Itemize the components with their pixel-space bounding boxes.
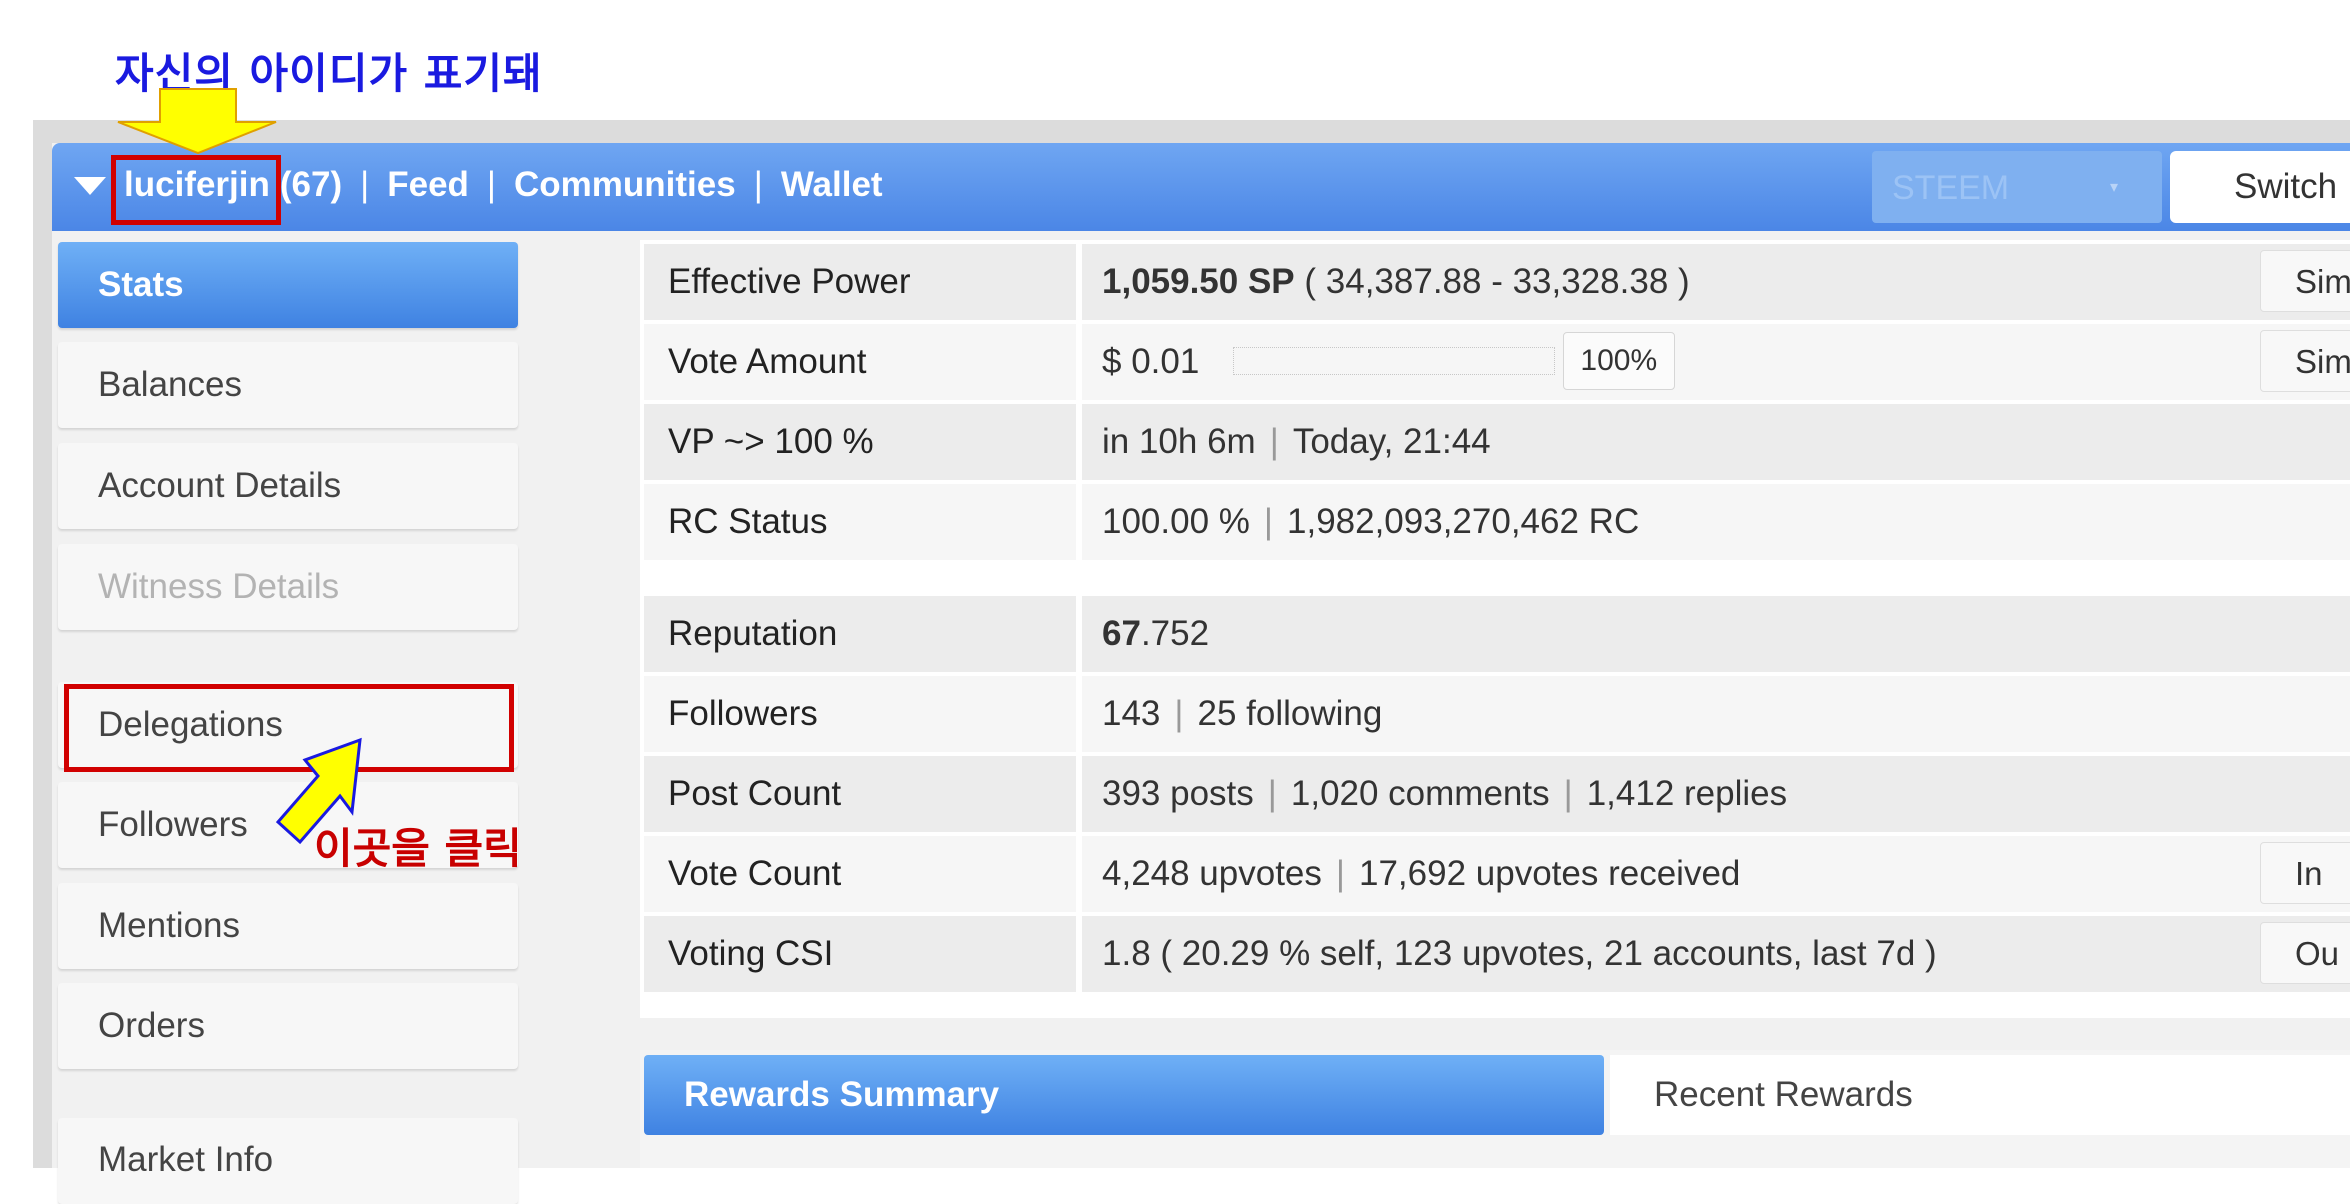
row-rc-status: RC Status 100.00 % | 1,982,093,270,462 RC xyxy=(640,484,2350,564)
reputation-frac: .752 xyxy=(1140,614,1210,653)
pipe-separator: | xyxy=(1563,774,1573,813)
pipe-separator: | xyxy=(1263,502,1273,541)
outgoing-votes-button[interactable]: Ou xyxy=(2260,922,2350,984)
row-value: 100.00 % | 1,982,093,270,462 RC xyxy=(1082,484,2350,560)
row-value: 67.752 xyxy=(1082,596,2350,672)
row-label: VP ~> 100 % xyxy=(644,404,1076,480)
row-label: Vote Count xyxy=(644,836,1076,912)
sidebar-item-balances[interactable]: Balances xyxy=(58,342,518,428)
sidebar-item-mentions[interactable]: Mentions xyxy=(58,883,518,969)
row-label: Voting CSI xyxy=(644,916,1076,992)
sidebar-item-orders[interactable]: Orders xyxy=(58,983,518,1069)
pointer-arrow-icon xyxy=(275,737,362,845)
caret-down-icon[interactable] xyxy=(74,177,106,195)
incoming-votes-button[interactable]: In xyxy=(2260,842,2350,904)
reputation-score: (67) xyxy=(279,165,343,204)
row-value: 1.8 ( 20.29 % self, 123 upvotes, 21 acco… xyxy=(1082,916,2350,992)
rewards-tabs: Rewards Summary Recent Rewards xyxy=(640,1050,2350,1168)
rc-percent: 100.00 % xyxy=(1102,502,1250,541)
simulate-button[interactable]: Sim xyxy=(2260,330,2350,392)
pipe-separator: | xyxy=(1335,854,1345,893)
followers-count: 143 xyxy=(1102,694,1161,733)
row-label: Post Count xyxy=(644,756,1076,832)
vp-time: in 10h 6m xyxy=(1102,422,1256,461)
row-vote-count: Vote Count 4,248 upvotes | 17,692 upvotes … xyxy=(640,836,2350,916)
pipe-separator: | xyxy=(1267,774,1277,813)
vote-weight-percent[interactable]: 100% xyxy=(1562,331,1675,390)
nav-link-feed[interactable]: Feed xyxy=(387,165,469,204)
delegations-highlight-box xyxy=(64,684,514,772)
effective-power-range: ( 34,387.88 - 33,328.38 ) xyxy=(1304,262,1690,301)
row-label: RC Status xyxy=(644,484,1076,560)
row-label: Followers xyxy=(644,676,1076,752)
switch-button[interactable]: Switch xyxy=(2170,151,2350,223)
chain-select[interactable]: STEEM ▾ xyxy=(1872,151,2162,223)
row-value: in 10h 6m | Today, 21:44 xyxy=(1082,404,2350,480)
nav-separator: | xyxy=(360,165,370,204)
username-link[interactable]: luciferjin xyxy=(124,165,270,204)
row-label: Effective Power xyxy=(644,244,1076,320)
pipe-separator: | xyxy=(1174,694,1184,733)
sidebar-item-delegations[interactable]: Delegations xyxy=(58,682,518,768)
vote-amount-value: $ 0.01 xyxy=(1102,342,1200,381)
tab-rewards-summary[interactable]: Rewards Summary xyxy=(644,1055,1604,1135)
row-value: 393 posts | 1,020 comments | 1,412 replies xyxy=(1082,756,2350,832)
row-effective-power: Effective Power 1,059.50 SP ( 34,387.88 … xyxy=(640,244,2350,324)
comments-count: 1,020 comments xyxy=(1290,774,1550,813)
posts-count: 393 posts xyxy=(1102,774,1254,813)
rc-amount: 1,982,093,270,462 RC xyxy=(1287,502,1640,541)
row-value: 1,059.50 SP ( 34,387.88 - 33,328.38 ) xyxy=(1082,244,2350,320)
sidebar-item-account-details[interactable]: Account Details xyxy=(58,443,518,529)
nav-link-communities[interactable]: Communities xyxy=(514,165,736,204)
nav-links: luciferjin (67) | Feed | Communities | W… xyxy=(124,165,883,205)
stats-table: Effective Power 1,059.50 SP ( 34,387.88 … xyxy=(640,240,2350,1018)
row-value: 4,248 upvotes | 17,692 upvotes received xyxy=(1082,836,2350,912)
row-followers: Followers 143 | 25 following xyxy=(640,676,2350,756)
row-value: $ 0.01 100% xyxy=(1082,324,2350,400)
down-arrow-icon xyxy=(117,88,277,155)
row-label: Reputation xyxy=(644,596,1076,672)
annotation-arrows xyxy=(117,88,362,845)
simulate-button[interactable]: Sim xyxy=(2260,250,2350,312)
sidebar-item-witness-details[interactable]: Witness Details xyxy=(58,544,518,630)
following-count: 25 following xyxy=(1197,694,1383,733)
row-reputation: Reputation 67.752 xyxy=(640,596,2350,676)
row-value: 143 | 25 following xyxy=(1082,676,2350,752)
upvotes-count: 4,248 upvotes xyxy=(1102,854,1322,893)
tab-recent-rewards[interactable]: Recent Rewards xyxy=(1610,1055,2350,1135)
nav-link-wallet[interactable]: Wallet xyxy=(780,165,883,204)
vote-weight-slider[interactable] xyxy=(1233,346,1556,375)
row-vp: VP ~> 100 % in 10h 6m | Today, 21:44 xyxy=(640,404,2350,484)
chain-select-value: STEEM xyxy=(1892,169,2010,207)
effective-power-value: 1,059.50 SP xyxy=(1102,262,1295,301)
row-label: Vote Amount xyxy=(644,324,1076,400)
row-voting-csi: Voting CSI 1.8 ( 20.29 % self, 123 upvot… xyxy=(640,916,2350,996)
upvotes-received: 17,692 upvotes received xyxy=(1359,854,1741,893)
annotation-click-note: 이곳을 클릭 xyxy=(314,824,522,873)
nav-separator: | xyxy=(753,165,763,204)
row-post-count: Post Count 393 posts | 1,020 comments | 1,41… xyxy=(640,756,2350,836)
username-highlight-box xyxy=(111,155,281,225)
dropdown-arrow-icon: ▾ xyxy=(2110,179,2119,196)
vp-full-at: Today, 21:44 xyxy=(1292,422,1491,461)
sidebar-item-stats[interactable]: Stats xyxy=(58,242,518,328)
replies-count: 1,412 replies xyxy=(1586,774,1788,813)
reputation-int: 67 xyxy=(1102,614,1141,653)
nav-separator: | xyxy=(486,165,497,204)
row-vote-amount: Vote Amount $ 0.01 100% Sim xyxy=(640,324,2350,404)
top-nav-bar: luciferjin (67) | Feed | Communities | W… xyxy=(52,143,2350,231)
pipe-separator: | xyxy=(1269,422,1279,461)
